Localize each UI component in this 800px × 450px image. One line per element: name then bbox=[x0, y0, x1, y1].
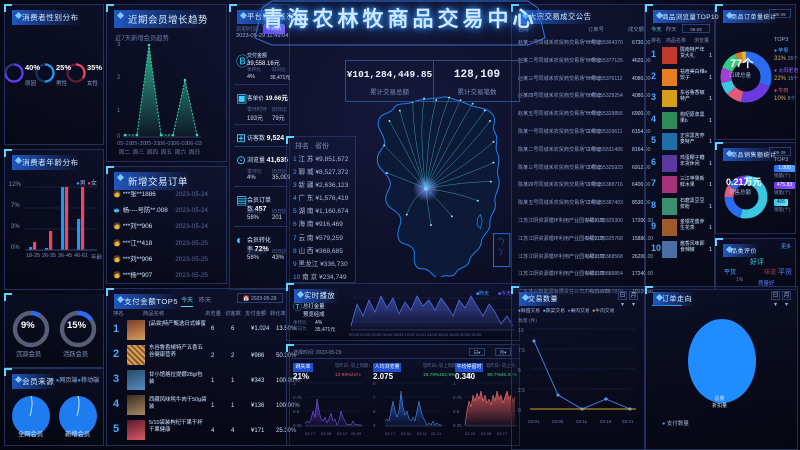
svg-text:03-06: 03-06 bbox=[481, 431, 492, 436]
svg-text:03-06: 03-06 bbox=[321, 431, 332, 436]
svg-text:1: 1 bbox=[293, 381, 296, 386]
svg-text:02-17: 02-17 bbox=[305, 431, 316, 436]
svg-text:03-21: 03-21 bbox=[622, 419, 634, 424]
svg-text:0.5: 0.5 bbox=[293, 409, 300, 414]
svg-text:03-16: 03-16 bbox=[600, 419, 612, 424]
svg-text:7.5: 7.5 bbox=[518, 348, 525, 354]
svg-text:2: 2 bbox=[117, 75, 121, 81]
svg-text:03-01: 03-01 bbox=[528, 419, 540, 424]
svg-text:10: 10 bbox=[518, 328, 524, 334]
svg-text:9: 9 bbox=[373, 381, 376, 386]
svg-text:3: 3 bbox=[373, 423, 376, 428]
svg-text:0.75: 0.75 bbox=[293, 395, 302, 400]
svg-text:05-29: 05-29 bbox=[351, 431, 362, 436]
svg-text:0: 0 bbox=[117, 134, 121, 140]
svg-text:03-17: 03-17 bbox=[337, 431, 348, 436]
svg-text:0.5: 0.5 bbox=[453, 409, 460, 414]
svg-text:02-24: 02-24 bbox=[465, 431, 476, 436]
svg-text:02-17: 02-17 bbox=[385, 431, 396, 436]
svg-text:2.5: 2.5 bbox=[518, 388, 525, 394]
svg-text:0: 0 bbox=[518, 408, 521, 414]
svg-text:03-11: 03-11 bbox=[576, 419, 588, 424]
svg-text:03-17: 03-17 bbox=[497, 431, 508, 436]
svg-text:5: 5 bbox=[373, 409, 376, 414]
svg-text:03-21: 03-21 bbox=[431, 431, 442, 436]
svg-text:1: 1 bbox=[117, 108, 121, 114]
svg-text:03-01: 03-01 bbox=[401, 431, 412, 436]
svg-text:7: 7 bbox=[373, 395, 376, 400]
svg-text:1: 1 bbox=[453, 381, 456, 386]
svg-text:0.75: 0.75 bbox=[453, 395, 462, 400]
svg-text:3: 3 bbox=[117, 42, 121, 48]
svg-text:03-11: 03-11 bbox=[417, 431, 428, 436]
svg-text:5: 5 bbox=[518, 368, 521, 374]
svg-text:03-06: 03-06 bbox=[552, 419, 564, 424]
svg-text:0.25: 0.25 bbox=[293, 423, 302, 428]
svg-text:0.25: 0.25 bbox=[453, 423, 462, 428]
